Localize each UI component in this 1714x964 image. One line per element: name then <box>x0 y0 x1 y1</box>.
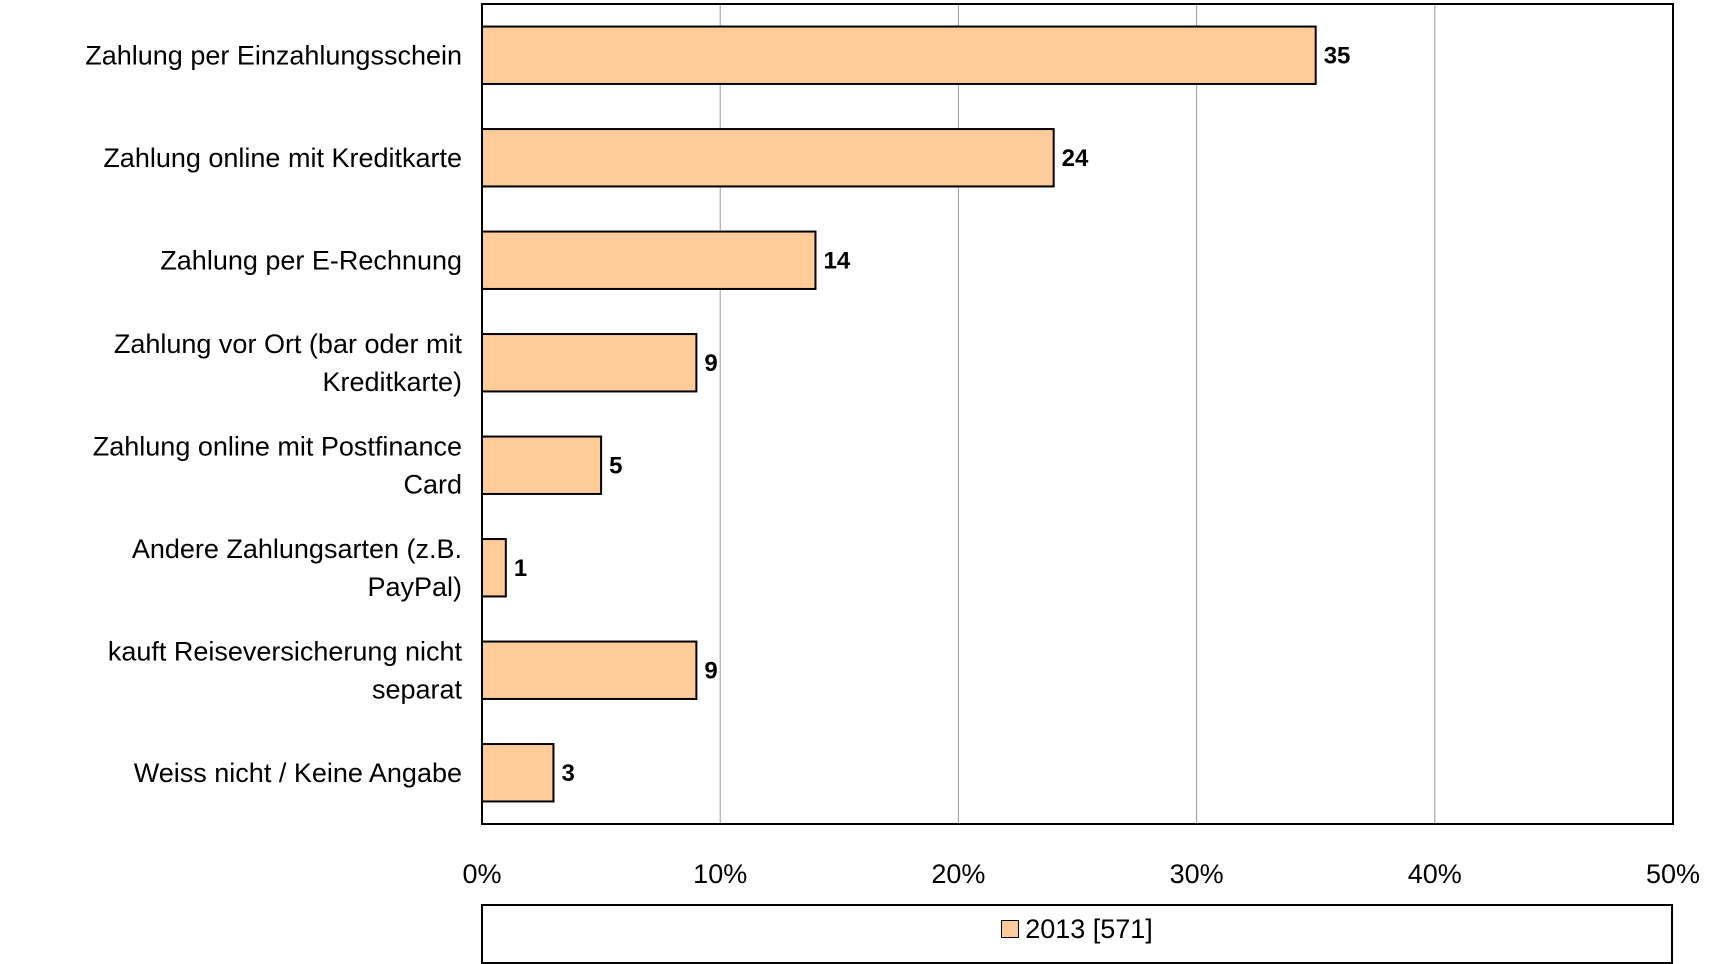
legend: 2013 [571] <box>481 904 1673 964</box>
x-tick-label: 40% <box>1408 859 1462 889</box>
data-label: 35 <box>1324 42 1351 69</box>
data-labels: 35 24 14 9 5 1 9 3 <box>514 42 1351 787</box>
category-label: Weiss nicht / Keine Angabe <box>134 758 462 788</box>
bar <box>481 128 1055 188</box>
x-tick-label: 0% <box>462 859 501 889</box>
category-label-line: Weiss nicht / Keine Angabe <box>134 758 462 788</box>
category-label: Andere Zahlungsarten (z.B. PayPal) <box>132 534 462 602</box>
category-label-line: Zahlung vor Ort (bar oder mit <box>114 329 463 359</box>
category-label-line: PayPal) <box>367 572 462 602</box>
category-label: Zahlung per Einzahlungsschein <box>85 40 462 70</box>
category-label-line: Zahlung per Einzahlungsschein <box>85 40 462 70</box>
category-label: Zahlung online mit Postfinance Card <box>93 431 462 499</box>
x-tick-label: 20% <box>931 859 985 889</box>
category-label-line: Kreditkarte) <box>322 367 462 397</box>
category-label-line: Card <box>403 469 462 499</box>
bars <box>481 25 1317 803</box>
x-tick-label: 30% <box>1170 859 1224 889</box>
data-label: 24 <box>1062 145 1089 172</box>
category-label-line: Zahlung online mit Kreditkarte <box>103 143 462 173</box>
bar <box>481 230 817 290</box>
bar <box>481 640 698 700</box>
legend-swatch <box>1001 920 1020 938</box>
gridlines <box>719 4 1436 824</box>
bar <box>481 333 698 393</box>
category-label-line: Zahlung per E-Rechnung <box>160 245 462 275</box>
data-label: 9 <box>704 350 717 377</box>
plot-area-frame <box>481 3 1674 825</box>
x-tick-label: 10% <box>693 859 747 889</box>
category-label: Zahlung online mit Kreditkarte <box>103 143 462 173</box>
category-label-line: Zahlung online mit Postfinance <box>93 431 462 461</box>
category-label-line: separat <box>372 674 463 704</box>
category-label-line: kauft Reiseversicherung nicht <box>108 636 463 666</box>
category-label: kauft Reiseversicherung nicht separat <box>108 636 463 704</box>
bar <box>481 743 555 803</box>
data-label: 3 <box>561 760 574 787</box>
category-label: Zahlung vor Ort (bar oder mit Kreditkarte… <box>114 329 463 397</box>
category-label-line: Andere Zahlungsarten (z.B. <box>132 534 462 564</box>
x-tick-label: 50% <box>1646 859 1700 889</box>
data-label: 14 <box>823 247 850 274</box>
legend-label: 2013 [571] <box>1025 914 1153 944</box>
bar <box>481 25 1317 85</box>
x-tick-labels: 0% 10% 20% 30% 40% 50% <box>462 859 1700 889</box>
category-label: Zahlung per E-Rechnung <box>160 245 462 275</box>
data-label: 9 <box>704 657 717 684</box>
data-label: 5 <box>609 452 622 479</box>
data-label: 1 <box>514 555 527 582</box>
bar <box>481 435 603 495</box>
category-labels: Zahlung per Einzahlungsschein Zahlung onl… <box>85 40 462 788</box>
bar <box>481 538 507 598</box>
